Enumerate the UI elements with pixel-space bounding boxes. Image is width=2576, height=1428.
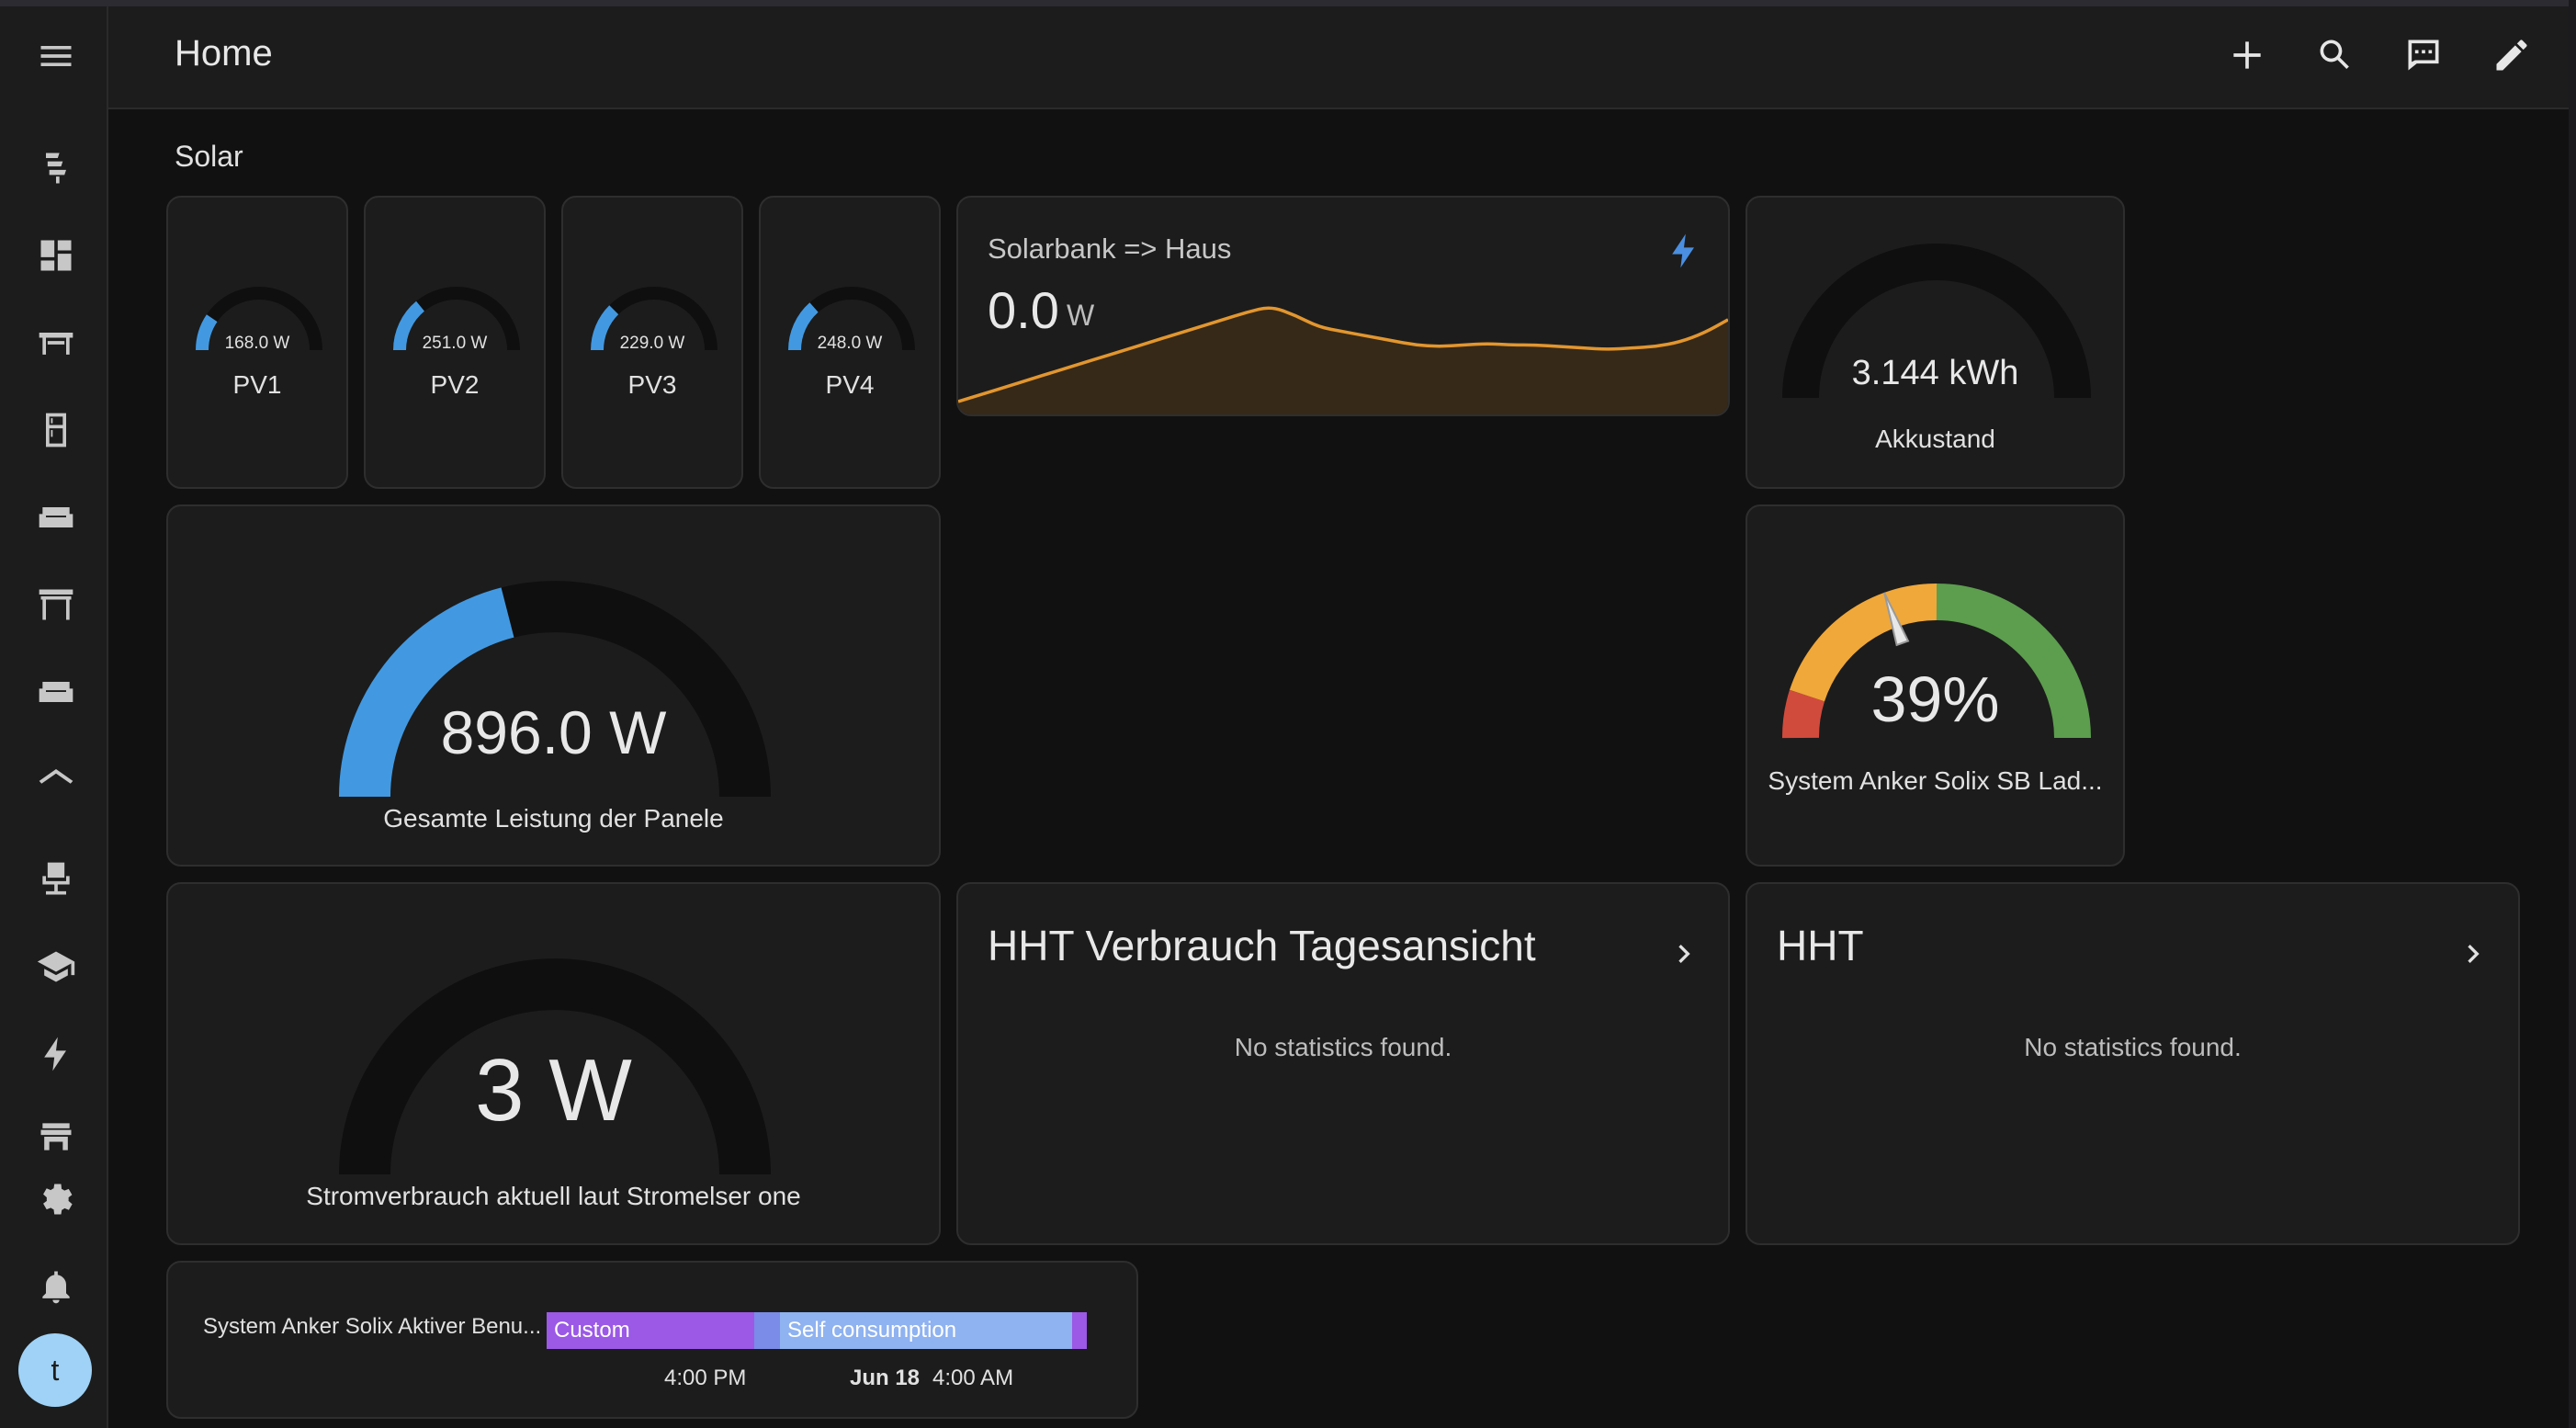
pv1-gauge	[196, 287, 322, 351]
grid-power-label: Stromverbrauch aktuell laut Stromelser o…	[306, 1182, 801, 1210]
akku-value: 3.144 kWh	[1851, 354, 2019, 392]
pv2-name: PV2	[430, 370, 480, 399]
search-icon[interactable]	[2308, 28, 2363, 83]
edit-icon[interactable]	[2484, 28, 2539, 83]
assist-icon[interactable]	[2396, 28, 2451, 83]
akku-gauge	[1782, 244, 2091, 399]
section-title: Solar	[175, 140, 243, 173]
total-power-value: 896.0 W	[440, 698, 667, 766]
solarbank-value: 0.0	[988, 281, 1059, 339]
top-bar	[108, 6, 2569, 109]
dashboard-icon[interactable]	[30, 230, 82, 281]
timeline-segment[interactable]	[754, 1312, 780, 1349]
timeline-segment-self-consumption[interactable]: Self consumption	[780, 1312, 1072, 1349]
window-right-strip	[2569, 0, 2576, 1428]
stat-card-title: HHT	[1777, 922, 1864, 969]
solarbank-card[interactable]: Solarbank => Haus 0.0 W	[956, 196, 1730, 416]
timeline-tick: 4:00 PM	[664, 1366, 747, 1390]
office-chair-icon[interactable]	[30, 854, 82, 905]
timeline-segment[interactable]	[1072, 1312, 1087, 1349]
pv2-gauge	[393, 287, 520, 351]
chevron-right-icon[interactable]	[2455, 935, 2491, 972]
bell-icon[interactable]	[30, 1261, 82, 1312]
pv3-name: PV3	[627, 370, 677, 399]
menu-icon[interactable]	[30, 30, 82, 82]
settings-icon[interactable]	[30, 1173, 82, 1225]
pv-card-1[interactable]: 168.0 W PV1	[166, 196, 348, 489]
timeline-label: System Anker Solix Aktiver Benu...	[203, 1314, 542, 1339]
pv3-gauge	[591, 287, 717, 351]
window-top-strip	[0, 0, 2576, 6]
timeline-tick: 4:00 AM	[932, 1366, 1014, 1390]
pv2-value: 251.0 W	[422, 334, 488, 353]
pv4-gauge	[788, 287, 915, 351]
add-icon[interactable]	[2220, 28, 2275, 83]
page-title: Home	[175, 33, 273, 74]
grid-power-value: 3 W	[475, 1041, 632, 1139]
total-power-card[interactable]: 896.0 W Gesamte Leistung der Panele	[166, 504, 941, 867]
akku-label: Akkustand	[1875, 425, 1995, 453]
sofa-2-icon[interactable]	[30, 666, 82, 718]
store-icon[interactable]	[30, 1111, 82, 1162]
grid-power-gauge	[339, 958, 771, 1175]
solar-power-icon[interactable]	[30, 142, 82, 194]
avatar-letter: t	[51, 1353, 60, 1387]
akku-card[interactable]: 3.144 kWh Akkustand	[1746, 196, 2125, 489]
sidebar: t	[0, 6, 108, 1428]
battery-soc-gauge	[1782, 583, 2091, 739]
school-icon[interactable]	[30, 941, 82, 992]
pergola-icon[interactable]	[30, 579, 82, 630]
roof-icon[interactable]	[30, 754, 82, 805]
grid-power-card[interactable]: 3 W Stromverbrauch aktuell laut Stromels…	[166, 882, 941, 1245]
pv-card-3[interactable]: 229.0 W PV3	[561, 196, 743, 489]
segment-label: Custom	[554, 1318, 630, 1343]
battery-soc-card[interactable]: 39% System Anker Solix SB Lad...	[1746, 504, 2125, 867]
avatar[interactable]: t	[18, 1333, 92, 1407]
segment-label: Self consumption	[787, 1318, 957, 1343]
pv-card-2[interactable]: 251.0 W PV2	[364, 196, 546, 489]
battery-soc-label: System Anker Solix SB Lad...	[1768, 766, 2103, 795]
total-power-gauge	[339, 581, 771, 798]
timeline-card[interactable]: System Anker Solix Aktiver Benu... Custo…	[166, 1261, 1138, 1419]
stat-card-hht-tagesansicht[interactable]: HHT Verbrauch Tagesansicht No statistics…	[956, 882, 1730, 1245]
pv4-value: 248.0 W	[817, 334, 883, 353]
stat-card-empty: No statistics found.	[1234, 1033, 1452, 1061]
pv3-value: 229.0 W	[619, 334, 685, 353]
solarbank-unit: W	[1067, 299, 1095, 332]
solarbank-trend-graph	[958, 306, 1728, 414]
sofa-icon[interactable]	[30, 492, 82, 543]
table-icon[interactable]	[30, 317, 82, 368]
stat-card-empty: No statistics found.	[2024, 1033, 2242, 1061]
fridge-icon[interactable]	[30, 404, 82, 456]
timeline-segment-custom[interactable]: Custom	[547, 1312, 754, 1349]
lightning-icon	[1664, 231, 1704, 271]
pv1-value: 168.0 W	[224, 334, 290, 353]
pv-card-4[interactable]: 248.0 W PV4	[759, 196, 941, 489]
chevron-right-icon[interactable]	[1666, 935, 1702, 972]
stat-card-title: HHT Verbrauch Tagesansicht	[988, 922, 1536, 969]
battery-soc-value: 39%	[1870, 663, 2000, 735]
timeline-tick: Jun 18	[850, 1366, 921, 1390]
pv1-name: PV1	[232, 370, 282, 399]
stat-card-hht[interactable]: HHT No statistics found.	[1746, 882, 2520, 1245]
pv4-name: PV4	[825, 370, 875, 399]
lightning-icon[interactable]	[30, 1028, 82, 1080]
solarbank-title: Solarbank => Haus	[988, 232, 1232, 265]
total-power-label: Gesamte Leistung der Panele	[383, 804, 724, 833]
